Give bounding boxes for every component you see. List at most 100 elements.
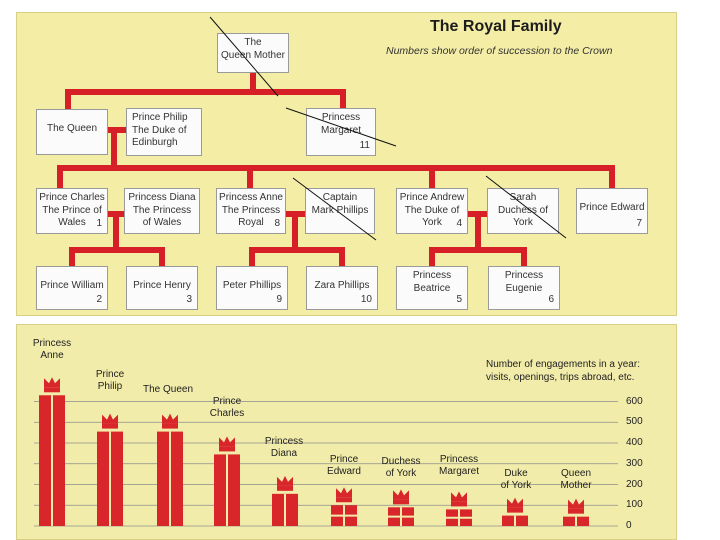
person-name-line: The Duke of bbox=[132, 124, 187, 136]
crown-points bbox=[336, 487, 352, 498]
person-name-line: Prince Edward bbox=[579, 202, 645, 213]
category-label: Duchess of York bbox=[371, 456, 431, 480]
person-box-the-queen: The Queen bbox=[36, 109, 108, 155]
person-name-line: The Queen bbox=[46, 123, 98, 134]
person-name-line: The Duke of bbox=[404, 204, 460, 216]
category-label-line: Princess bbox=[439, 454, 479, 465]
person-name-line: Queen Mother bbox=[221, 49, 285, 61]
person-name-line: Princess Anne bbox=[219, 192, 283, 203]
succession-number: 8 bbox=[274, 217, 280, 229]
crown-band bbox=[393, 499, 409, 505]
crown-icon bbox=[44, 377, 60, 393]
bar-6 bbox=[388, 507, 414, 526]
category-label: Princess Margaret bbox=[429, 454, 489, 478]
category-label: Prince Edward bbox=[314, 454, 374, 478]
succession-number: 2 bbox=[96, 293, 102, 305]
bar-8 bbox=[502, 515, 528, 526]
succession-number: 11 bbox=[359, 139, 370, 151]
person-name-line: Margaret bbox=[320, 124, 361, 136]
person-name-line: Beatrice bbox=[413, 282, 451, 294]
crown-band bbox=[44, 387, 60, 393]
crown-points bbox=[568, 498, 584, 509]
crown-band bbox=[568, 508, 584, 514]
crown-icon bbox=[277, 475, 293, 491]
chart-y-axis-label: Number of engagements in a year: visits,… bbox=[486, 359, 640, 383]
person-name-line: Prince Andrew bbox=[399, 192, 465, 203]
succession-number: 6 bbox=[548, 293, 554, 305]
person-box-princess-beatrice: Princess Beatrice 5 bbox=[396, 266, 468, 310]
person-name-line: Duchess of bbox=[497, 204, 549, 216]
bar-0 bbox=[39, 395, 65, 526]
category-label-line: The Queen bbox=[142, 384, 194, 395]
person-name: Prince Andrew The Duke of York bbox=[397, 189, 467, 230]
person-name-line: Princess Diana bbox=[128, 192, 196, 203]
category-label-line: Anne bbox=[40, 350, 64, 361]
person-name-line: Wales bbox=[58, 217, 86, 228]
family-tree-panel bbox=[16, 12, 677, 316]
category-label: Queen Mother bbox=[546, 468, 606, 492]
y-tick-label: 300 bbox=[626, 457, 643, 469]
y-tick-label: 500 bbox=[626, 416, 643, 428]
person-box-princess-anne: Princess Anne The Princess Royal 8 bbox=[216, 188, 286, 234]
person-name-line: The bbox=[244, 37, 262, 48]
crown-band bbox=[277, 485, 293, 491]
succession-number: 9 bbox=[276, 293, 282, 305]
strike-line bbox=[285, 107, 397, 147]
person-box-prince-william: Prince William 2 bbox=[36, 266, 108, 310]
person-name: Sarah Duchess of York bbox=[488, 189, 558, 230]
person-box-prince-philip: Prince Philip The Duke of Edinburgh bbox=[126, 108, 202, 156]
family-tree-title: The Royal Family bbox=[430, 18, 562, 35]
person-box-princess-diana: Princess Diana The Princess of Wales bbox=[124, 188, 200, 234]
strike-line bbox=[292, 177, 377, 241]
person-name-line: Edinburgh bbox=[132, 137, 178, 148]
crown-points bbox=[44, 377, 60, 388]
category-label-line: Mother bbox=[560, 480, 592, 491]
person-name: Zara Phillips bbox=[307, 267, 377, 293]
person-name-line: The Princess bbox=[132, 204, 192, 216]
crown-icon bbox=[102, 413, 118, 429]
person-name: Princess Beatrice bbox=[397, 267, 467, 295]
crown-band bbox=[336, 497, 352, 503]
category-label-line: Duchess bbox=[381, 456, 421, 467]
person-name-line: Princess bbox=[412, 270, 452, 281]
person-box-princess-eugenie: Princess Eugenie 6 bbox=[488, 266, 560, 310]
category-label: Prince Philip bbox=[80, 369, 140, 393]
y-tick-label: 100 bbox=[626, 499, 643, 511]
bar-4 bbox=[272, 493, 298, 526]
crown-points bbox=[277, 475, 293, 486]
person-name-line: Prince Philip bbox=[132, 112, 188, 123]
person-name-line: Prince Henry bbox=[133, 280, 191, 291]
crown-points bbox=[451, 491, 467, 502]
succession-number: 1 bbox=[96, 217, 102, 229]
bar-5 bbox=[331, 505, 357, 526]
crown-points bbox=[219, 436, 235, 447]
person-name: Princess Anne The Princess Royal bbox=[217, 189, 285, 230]
strike-line bbox=[209, 16, 279, 97]
bar-7 bbox=[446, 509, 472, 526]
y-tick-label: 200 bbox=[626, 478, 643, 490]
crown-icon bbox=[393, 489, 409, 505]
crown-band bbox=[507, 507, 523, 513]
person-box-princess-margaret: Princess Margaret 11 bbox=[306, 108, 376, 156]
crown-points bbox=[162, 413, 178, 424]
bar-2 bbox=[157, 431, 183, 526]
person-name: Prince Edward bbox=[577, 189, 647, 215]
person-name: Princess Margaret bbox=[307, 109, 375, 137]
person-name-line: of Wales bbox=[142, 217, 182, 228]
person-name-line: Mark Phillips bbox=[311, 204, 369, 216]
crown-icon bbox=[162, 413, 178, 429]
person-name-line: Sarah bbox=[509, 192, 537, 203]
person-name: Prince Charles The Prince of Wales bbox=[37, 189, 107, 230]
person-name-line: Princess bbox=[504, 270, 544, 281]
person-name: The Queen bbox=[37, 110, 107, 136]
person-box-peter-phillips: Peter Phillips 9 bbox=[216, 266, 288, 310]
category-label: Prince Charles bbox=[197, 396, 257, 420]
crown-icon bbox=[507, 497, 523, 513]
person-name-line: Captain bbox=[322, 192, 358, 203]
crown-band bbox=[102, 423, 118, 429]
person-name-line: Prince Charles bbox=[39, 192, 105, 203]
succession-number: 10 bbox=[360, 293, 372, 305]
